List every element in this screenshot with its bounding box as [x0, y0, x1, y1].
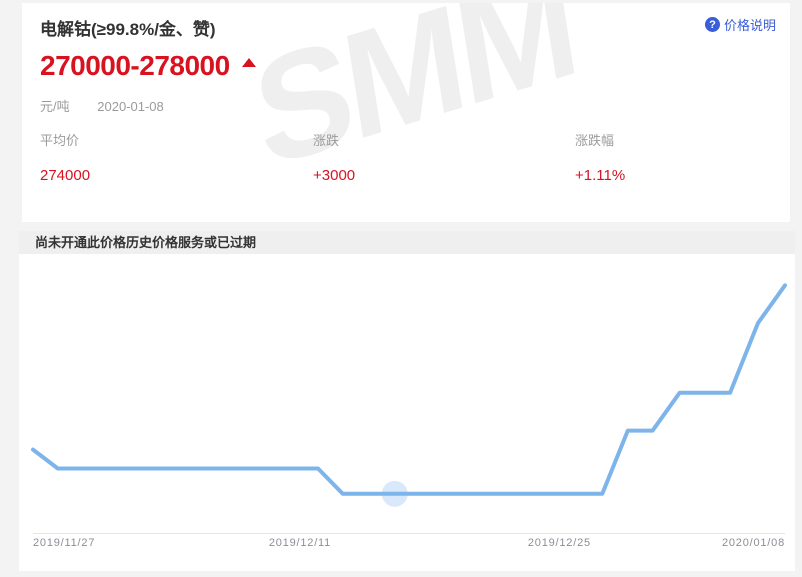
- question-circle-icon: ?: [704, 17, 720, 32]
- stat-change-percent: 涨跌幅 +1.11%: [575, 130, 625, 184]
- price-header-card: SMM 电解钴(≥99.8%/金、赞) ? 价格说明 270000-278000…: [22, 3, 790, 222]
- price-date: 2020-01-08: [97, 99, 164, 114]
- history-notice-bar: 尚未开通此价格历史价格服务或已过期: [19, 231, 795, 254]
- price-line-series[interactable]: [31, 283, 787, 496]
- price-row: 270000-278000: [40, 50, 256, 82]
- price-info-link[interactable]: ? 价格说明: [704, 15, 776, 34]
- x-axis-tick: 2020/01/08: [721, 537, 785, 549]
- stat-average-price: 平均价 274000: [40, 130, 90, 184]
- stat-label: 平均价: [40, 133, 80, 148]
- price-info-label: 价格说明: [723, 18, 776, 33]
- price-unit: 元/吨: [40, 99, 70, 114]
- x-axis-tick: 2019/11/27: [33, 537, 96, 549]
- price-stats-row: 平均价 274000 涨跌 +3000 涨跌幅 +1.11%: [40, 130, 770, 200]
- page-title: 电解钴(≥99.8%/金、赞): [40, 20, 216, 39]
- stat-label: 涨跌幅: [575, 133, 615, 148]
- stat-label: 涨跌: [313, 133, 340, 148]
- stat-value: +3000: [313, 167, 356, 184]
- x-axis-tick: 2019/12/11: [268, 537, 332, 549]
- line-chart-svg[interactable]: [19, 254, 795, 544]
- stat-change: 涨跌 +3000: [313, 130, 355, 184]
- stat-value: +1.11%: [575, 167, 626, 184]
- price-up-icon: [241, 57, 256, 67]
- price-history-card: 尚未开通此价格历史价格服务或已过期 2019/11/27 2019/12/11 20…: [19, 231, 795, 571]
- stat-value: 274000: [40, 167, 91, 184]
- x-axis-ticks: 2019/11/27 2019/12/11 2019/12/25 2020/01/08: [19, 537, 795, 553]
- price-meta-row: 元/吨 2020-01-08: [40, 96, 164, 115]
- price-range-value: 270000-278000: [40, 50, 230, 81]
- x-axis-tick: 2019/12/25: [527, 537, 591, 549]
- price-history-chart[interactable]: [19, 254, 795, 544]
